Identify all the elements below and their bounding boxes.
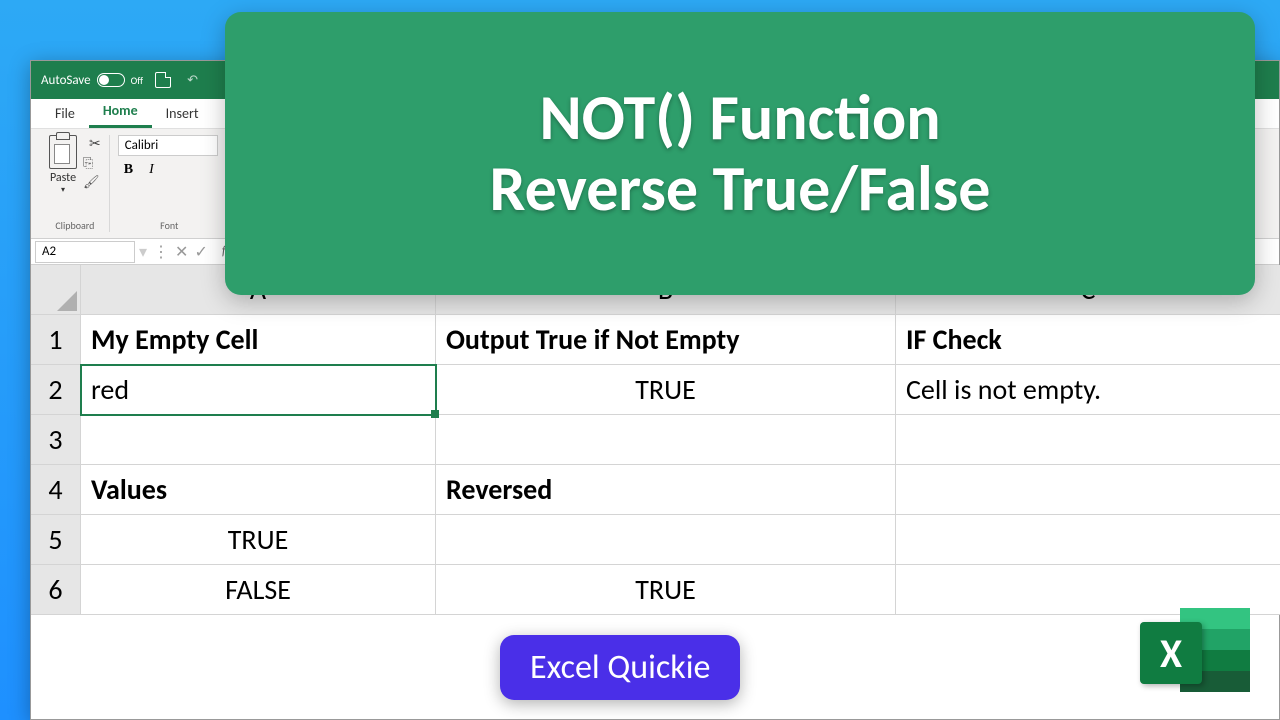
clipboard-group: Paste ▾ ✂ ⎘ 🖌 Clipboard (41, 135, 110, 232)
cancel-icon[interactable]: ✕ (175, 242, 188, 262)
autosave-state: Off (131, 74, 143, 87)
excel-logo-front: X (1140, 622, 1202, 684)
enter-icon[interactable]: ✓ (194, 242, 207, 262)
chevron-down-icon: ▾ (61, 185, 65, 195)
cell-b5[interactable] (436, 515, 896, 565)
tab-insert[interactable]: Insert (152, 99, 213, 128)
overlay-line1: NOT() Function (539, 83, 940, 153)
undo-icon[interactable]: ↶ (187, 73, 198, 88)
cell-c4[interactable] (896, 465, 1280, 515)
cell-c1[interactable]: IF Check (896, 315, 1280, 365)
row-header-1[interactable]: 1 (31, 315, 81, 365)
bold-button[interactable]: B (118, 160, 139, 180)
cell-a3[interactable] (81, 415, 436, 465)
spreadsheet-grid: A B C 1 My Empty Cell Output True if Not… (31, 265, 1279, 615)
save-icon[interactable] (155, 72, 171, 88)
excel-logo: X (1140, 600, 1250, 700)
paste-button[interactable]: Paste ▾ (49, 135, 77, 195)
cell-a5[interactable]: TRUE (81, 515, 436, 565)
clipboard-group-label: Clipboard (49, 219, 101, 232)
toggle-icon (97, 73, 125, 87)
cell-a4[interactable]: Values (81, 465, 436, 515)
cell-a6[interactable]: FALSE (81, 565, 436, 615)
font-name-select[interactable]: Calibri (118, 135, 218, 156)
name-box[interactable]: A2 (35, 241, 135, 263)
row-header-2[interactable]: 2 (31, 365, 81, 415)
cell-b3[interactable] (436, 415, 896, 465)
excel-quickie-badge: Excel Quickie (500, 635, 740, 700)
autosave-label: AutoSave (41, 73, 91, 88)
cell-c5[interactable] (896, 515, 1280, 565)
row-header-3[interactable]: 3 (31, 415, 81, 465)
row-header-6[interactable]: 6 (31, 565, 81, 615)
cell-a2[interactable]: red (81, 365, 436, 415)
tab-home[interactable]: Home (89, 96, 152, 128)
copy-icon[interactable]: ⎘ (83, 156, 101, 171)
font-group: Calibri B I Font (110, 135, 230, 232)
row-header-5[interactable]: 5 (31, 515, 81, 565)
title-overlay: NOT() Function Reverse True/False (225, 12, 1255, 295)
cell-b1[interactable]: Output True if Not Empty (436, 315, 896, 365)
format-painter-icon[interactable]: 🖌 (83, 175, 101, 190)
cell-b4[interactable]: Reversed (436, 465, 896, 515)
italic-button[interactable]: I (143, 160, 160, 180)
paste-label: Paste (50, 171, 76, 185)
cut-icon[interactable]: ✂ (89, 135, 101, 152)
cell-b2[interactable]: TRUE (436, 365, 896, 415)
select-all-corner[interactable] (31, 265, 81, 315)
clipboard-icon (49, 135, 77, 169)
cell-a1[interactable]: My Empty Cell (81, 315, 436, 365)
overlay-line2: Reverse True/False (490, 154, 991, 224)
autosave-toggle[interactable]: AutoSave Off (41, 73, 143, 88)
tab-file[interactable]: File (41, 99, 89, 128)
font-group-label: Font (118, 219, 221, 232)
cell-c3[interactable] (896, 415, 1280, 465)
cell-b6[interactable]: TRUE (436, 565, 896, 615)
cell-c2[interactable]: Cell is not empty. (896, 365, 1280, 415)
row-header-4[interactable]: 4 (31, 465, 81, 515)
